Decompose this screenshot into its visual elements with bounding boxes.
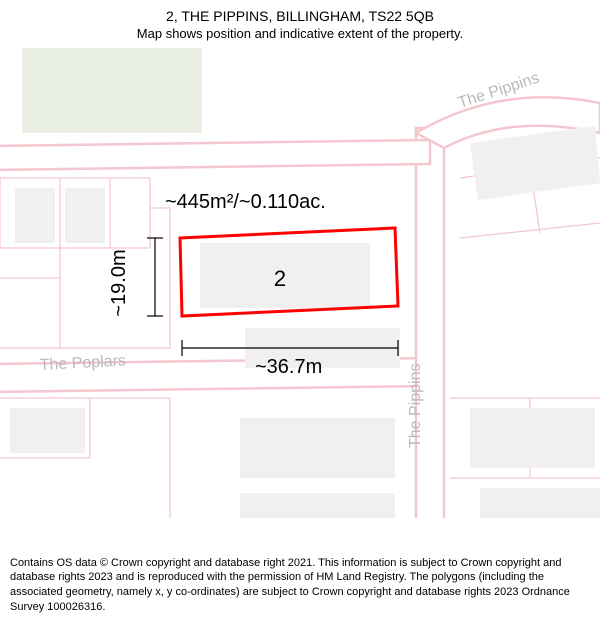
building <box>470 408 595 468</box>
page-container: 2, THE PIPPINS, BILLINGHAM, TS22 5QB Map… <box>0 0 600 625</box>
building <box>65 188 105 243</box>
road-top <box>0 140 430 170</box>
street-label: The Pippins <box>407 364 424 449</box>
building <box>10 408 85 453</box>
footer: Contains OS data © Crown copyright and d… <box>0 548 600 625</box>
green-space <box>22 48 202 133</box>
road-pippins-vertical <box>416 128 444 518</box>
area-label: ~445m²/~0.110ac. <box>165 191 326 213</box>
building <box>240 418 395 478</box>
plot-number: 2 <box>274 266 286 291</box>
copyright-text: Contains OS data © Crown copyright and d… <box>10 556 590 615</box>
map-svg: 2~445m²/~0.110ac.~19.0m~36.7mThe Poplars… <box>0 48 600 518</box>
dim-label-horizontal: ~36.7m <box>255 356 322 378</box>
header: 2, THE PIPPINS, BILLINGHAM, TS22 5QB Map… <box>0 0 600 41</box>
page-title: 2, THE PIPPINS, BILLINGHAM, TS22 5QB <box>0 8 600 24</box>
building <box>240 493 395 518</box>
building <box>480 488 600 518</box>
page-subtitle: Map shows position and indicative extent… <box>0 26 600 41</box>
building <box>15 188 55 243</box>
map-area: 2~445m²/~0.110ac.~19.0m~36.7mThe Poplars… <box>0 48 600 518</box>
dim-label-vertical: ~19.0m <box>108 249 130 316</box>
